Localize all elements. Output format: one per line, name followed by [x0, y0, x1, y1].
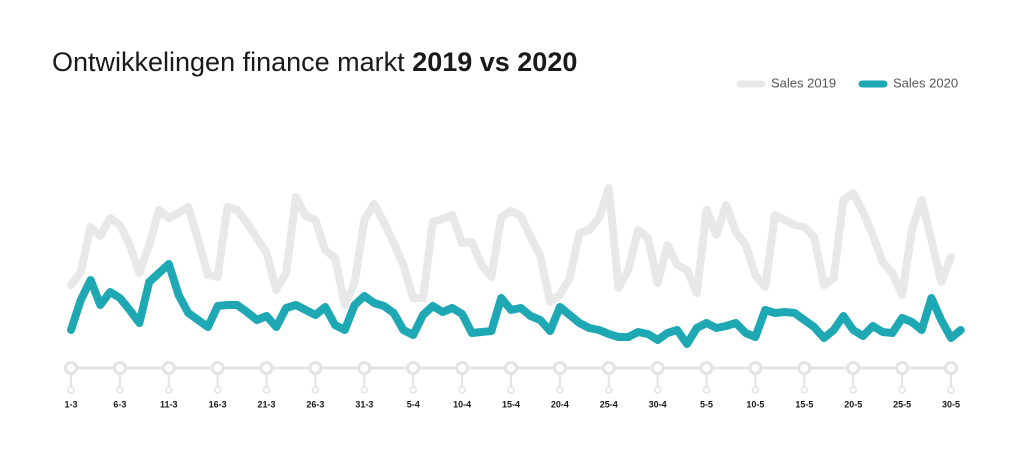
tick-mark: [748, 361, 763, 375]
x-tick-label: 15-5: [795, 399, 813, 409]
tick-dot: [67, 386, 75, 394]
x-tick-label: 16-3: [209, 399, 227, 409]
x-tick-label: 11-3: [160, 399, 178, 409]
tick-mark: [552, 361, 567, 375]
tick-dot: [751, 386, 760, 394]
tick-dot: [165, 386, 173, 394]
x-tick-label: 5-4: [407, 399, 420, 409]
tick-mark: [210, 361, 225, 375]
title-text: Ontwikkelingen finance markt: [52, 47, 405, 77]
tick-dot: [605, 386, 613, 394]
x-tick-label: 25-5: [893, 399, 911, 409]
tick-dot: [262, 386, 271, 394]
tick-mark: [357, 361, 372, 375]
tick-mark: [455, 361, 470, 375]
tick-dot: [116, 386, 124, 394]
x-tick-label: 26-3: [306, 399, 324, 409]
tick-mark: [699, 361, 714, 375]
title-highlight: 2019 vs 2020: [412, 47, 577, 77]
tick-mark: [112, 361, 127, 375]
x-tick-label: 10-4: [453, 399, 471, 409]
x-tick-label: 25-4: [600, 399, 618, 409]
tick-mark: [601, 361, 616, 375]
x-tick-label: 20-4: [551, 399, 569, 409]
tick-mark: [308, 361, 323, 375]
tick-mark: [944, 361, 958, 375]
series-line: [67, 260, 965, 348]
x-tick-label: 10-5: [746, 399, 764, 409]
legend-label: Sales 2020: [893, 75, 958, 90]
tick-dot: [507, 386, 515, 394]
x-tick-label: 5-5: [700, 399, 713, 409]
x-tick-label: 30-5: [942, 399, 960, 409]
tick-dot: [702, 386, 711, 394]
tick-mark: [259, 361, 274, 375]
legend-label: Sales 2019: [771, 75, 836, 90]
chart-title: Ontwikkelingen finance markt 2019 vs 202…: [52, 47, 577, 77]
series-line: [67, 184, 955, 309]
x-tick-label: 1-3: [64, 399, 77, 409]
x-tick-label: 15-4: [502, 399, 520, 409]
tick-dot: [653, 386, 662, 394]
x-tick-label: 30-4: [649, 399, 667, 409]
tick-dot: [898, 386, 906, 394]
x-tick-label: 20-5: [844, 399, 862, 409]
tick-mark: [846, 361, 861, 375]
tick-dot: [800, 386, 809, 394]
tick-mark: [504, 361, 518, 375]
tick-dot: [360, 386, 369, 394]
tick-dot: [849, 386, 857, 394]
tick-mark: [650, 361, 665, 375]
x-tick-label: 6-3: [113, 399, 126, 409]
tick-mark: [161, 361, 176, 375]
tick-mark: [797, 361, 812, 375]
tick-dot: [556, 386, 564, 394]
tick-dot: [311, 386, 320, 394]
tick-dot: [458, 386, 466, 394]
tick-mark: [895, 361, 910, 375]
tick-dot: [409, 386, 417, 394]
tick-dot: [947, 386, 955, 394]
tick-dot: [213, 386, 222, 394]
tick-mark: [406, 361, 421, 375]
x-tick-label: 31-3: [355, 399, 373, 409]
tick-mark: [64, 361, 78, 375]
x-tick-label: 21-3: [258, 399, 276, 409]
